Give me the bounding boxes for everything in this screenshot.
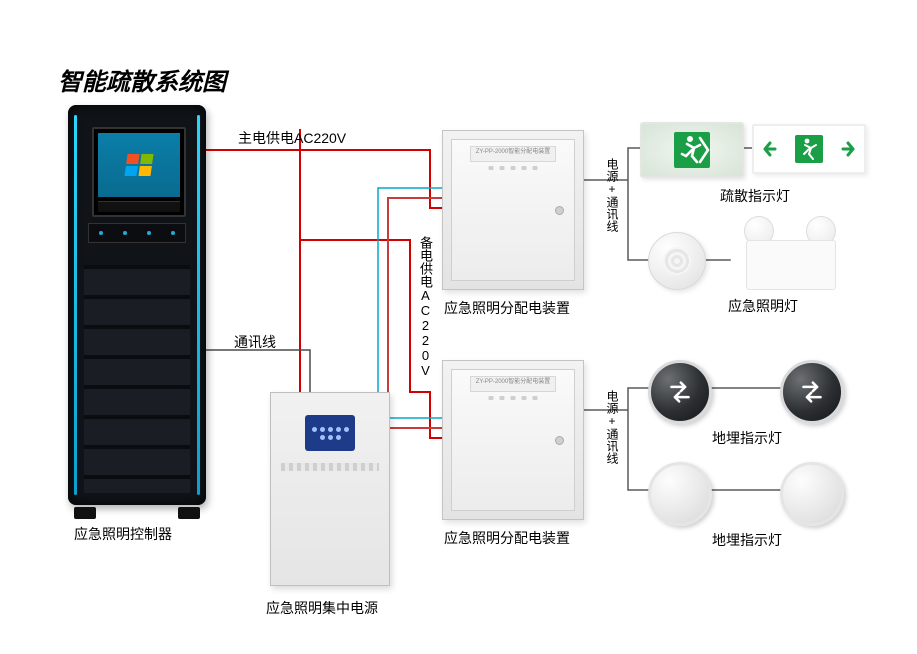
controller-cabinet (68, 105, 206, 505)
arrow-right-icon (837, 134, 857, 164)
floor-indicator-light-1 (648, 462, 712, 526)
em-light-label: 应急照明灯 (728, 296, 798, 316)
diagram-canvas: 智能疏散系统图 应急照明控制器 应急照明集中电源 ZY-PP-2000智能分配电… (0, 0, 917, 654)
comm-line-label: 通讯线 (234, 332, 276, 352)
swap-arrows-icon (795, 375, 829, 409)
dist2-label: 应急照明分配电装置 (444, 528, 570, 548)
dist1-label: 应急照明分配电装置 (444, 298, 570, 318)
dist1-plate: ZY-PP-2000智能分配电装置 (470, 146, 556, 162)
distribution-box-2: ZY-PP-2000智能分配电装置 (442, 360, 584, 520)
diagram-title: 智能疏散系统图 (58, 62, 226, 97)
exit-sign-white (752, 124, 866, 174)
floor-light-label-1: 地埋指示灯 (712, 428, 782, 448)
main-power-label: 主电供电AC220V (238, 128, 346, 148)
central-power-supply (270, 392, 390, 586)
ups-label: 应急照明集中电源 (266, 598, 378, 618)
exit-sign-green (640, 122, 744, 178)
running-man-icon (669, 130, 715, 170)
smoke-detector-icon (648, 232, 706, 290)
arrow-left-icon (761, 134, 781, 164)
floor-indicator-dark-2 (780, 360, 844, 424)
swap-arrows-icon (663, 375, 697, 409)
twin-head-lamp (730, 214, 850, 290)
controller-monitor (92, 127, 186, 217)
controller-status-leds (88, 223, 186, 243)
backup-power-label: 备电供电AC220V (416, 236, 435, 378)
ups-display (305, 415, 355, 451)
distribution-box-1: ZY-PP-2000智能分配电装置 (442, 130, 584, 290)
evac-light-label: 疏散指示灯 (720, 186, 790, 206)
pwr-comm-label-1: 电源+通讯线 (604, 158, 621, 232)
running-man-small-icon (794, 134, 824, 164)
dist2-plate: ZY-PP-2000智能分配电装置 (470, 376, 556, 392)
floor-light-label-2: 地埋指示灯 (712, 530, 782, 550)
pwr-comm-label-2: 电源+通讯线 (604, 390, 621, 464)
floor-indicator-light-2 (780, 462, 844, 526)
windows-screen-icon (98, 133, 180, 197)
controller-label: 应急照明控制器 (74, 524, 172, 544)
floor-indicator-dark-1 (648, 360, 712, 424)
